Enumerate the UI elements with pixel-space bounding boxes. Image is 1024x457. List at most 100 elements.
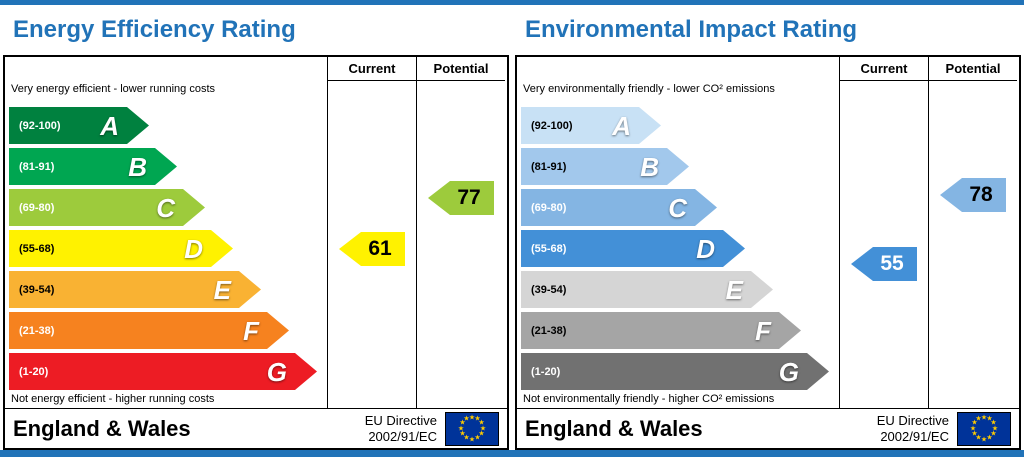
eu-directive-label: EU Directive 2002/91/EC [365, 413, 437, 444]
rating-grid: Very energy efficient - lower running co… [5, 57, 507, 408]
rating-bands: (92-100) A (81-91) B (69-80) C (55-68) D (39-54)… [521, 107, 829, 390]
current-rating-arrow: 55 [851, 247, 917, 281]
eu-star-icon: ★ [975, 434, 982, 442]
bottom-caption: Not energy efficient - higher running co… [11, 393, 215, 405]
potential-rating-arrow: 78 [940, 178, 1006, 212]
eu-star-icon: ★ [971, 419, 978, 427]
eu-directive-line2: 2002/91/EC [880, 428, 949, 444]
eu-star-icon: ★ [474, 434, 481, 442]
eu-star-icon: ★ [468, 436, 476, 443]
potential-column-header: Potential [417, 57, 505, 81]
band-letter: F [243, 315, 259, 346]
rating-band-g: (1-20) G [521, 353, 829, 390]
bands-area: Very energy efficient - lower running co… [5, 57, 327, 408]
eu-star-icon: ★ [990, 430, 997, 438]
current-rating-value: 55 [880, 252, 904, 275]
eu-star-icon: ★ [975, 415, 982, 423]
eu-directive-label: EU Directive 2002/91/EC [877, 413, 949, 444]
current-column-header: Current [328, 57, 416, 81]
band-range-label: (92-100) [531, 119, 573, 132]
band-letter: E [213, 274, 231, 305]
eu-star-icon: ★ [969, 425, 977, 432]
panel-title: Energy Efficiency Rating [13, 16, 296, 43]
eu-star-icon: ★ [478, 419, 485, 427]
potential-rating-value: 77 [457, 186, 481, 209]
rating-band-a: (92-100) A [9, 107, 149, 144]
bottom-caption: Not environmentally friendly - higher CO… [523, 393, 775, 405]
rating-band-b: (81-91) B [9, 148, 177, 185]
eu-star-icon: ★ [990, 419, 997, 427]
eu-flag-icon: ★ ★ ★ ★ ★ ★ ★ ★ ★ ★ ★ ★ [957, 411, 1011, 446]
eu-star-icon: ★ [463, 415, 470, 423]
band-range-label: (69-80) [19, 201, 55, 214]
rating-band-g: (1-20) G [9, 353, 317, 390]
band-letter: E [725, 274, 743, 305]
band-letter: B [640, 151, 659, 182]
rating-band-c: (69-80) C [521, 189, 717, 226]
top-caption: Very energy efficient - lower running co… [11, 83, 216, 95]
band-range-label: (21-38) [19, 324, 55, 337]
band-range-label: (1-20) [531, 365, 561, 378]
band-letter: F [755, 315, 771, 346]
eu-star-icon: ★ [986, 434, 993, 442]
region-label: England & Wales [525, 415, 703, 441]
eu-star-icon: ★ [980, 436, 988, 443]
current-rating-arrow: 61 [339, 232, 405, 266]
rating-band-f: (21-38) F [521, 312, 801, 349]
eu-star-icon: ★ [991, 425, 999, 432]
rating-table: Very environmentally friendly - lower CO… [515, 55, 1021, 450]
band-letter: G [266, 356, 287, 387]
band-range-label: (39-54) [19, 283, 55, 296]
band-letter: A [100, 110, 119, 141]
rating-table: Very energy efficient - lower running co… [3, 55, 509, 450]
rating-band-e: (39-54) E [521, 271, 773, 308]
top-caption: Very environmentally friendly - lower CO… [523, 83, 775, 95]
bands-area: Very environmentally friendly - lower CO… [517, 57, 839, 408]
band-range-label: (39-54) [531, 283, 567, 296]
band-letter: C [668, 192, 687, 223]
eu-directive-line1: EU Directive [364, 412, 437, 428]
potential-column-body: 77 [417, 81, 505, 408]
panel-footer: England & Wales EU Directive 2002/91/EC … [5, 408, 507, 448]
rating-band-a: (92-100) A [521, 107, 661, 144]
potential-column: Potential 78 [928, 57, 1017, 408]
eu-flag-icon: ★ ★ ★ ★ ★ ★ ★ ★ ★ ★ ★ ★ [445, 411, 499, 446]
current-column: Current 61 [327, 57, 416, 408]
current-rating-value: 61 [368, 237, 392, 260]
rating-band-f: (21-38) F [9, 312, 289, 349]
band-range-label: (81-91) [19, 160, 55, 173]
current-column-header: Current [840, 57, 928, 81]
current-column: Current 55 [839, 57, 928, 408]
rating-band-d: (55-68) D [521, 230, 745, 267]
band-range-label: (55-68) [19, 242, 55, 255]
eu-directive-line2: 2002/91/EC [368, 428, 437, 444]
eu-star-icon: ★ [468, 414, 476, 421]
band-range-label: (81-91) [531, 160, 567, 173]
rating-band-b: (81-91) B [521, 148, 689, 185]
band-range-label: (92-100) [19, 119, 61, 132]
band-letter: G [778, 356, 799, 387]
environmental-impact-panel: Environmental Impact Rating Very environ… [512, 5, 1024, 450]
rating-band-c: (69-80) C [9, 189, 205, 226]
current-column-body: 55 [840, 81, 928, 408]
rating-bands: (92-100) A (81-91) B (69-80) C (55-68) D (39-54)… [9, 107, 317, 390]
panel-footer: England & Wales EU Directive 2002/91/EC … [517, 408, 1019, 448]
eu-star-icon: ★ [463, 434, 470, 442]
band-letter: D [696, 233, 715, 264]
band-range-label: (55-68) [531, 242, 567, 255]
band-letter: C [156, 192, 175, 223]
eu-directive-line1: EU Directive [876, 412, 949, 428]
eu-star-icon: ★ [986, 415, 993, 423]
eu-star-icon: ★ [479, 425, 487, 432]
band-range-label: (21-38) [531, 324, 567, 337]
potential-column-header: Potential [929, 57, 1017, 81]
eu-star-icon: ★ [971, 430, 978, 438]
eu-star-icon: ★ [474, 415, 481, 423]
potential-column-body: 78 [929, 81, 1017, 408]
panel-title: Environmental Impact Rating [525, 16, 858, 43]
band-range-label: (1-20) [19, 365, 49, 378]
band-letter: A [612, 110, 631, 141]
potential-column: Potential 77 [416, 57, 505, 408]
energy-efficiency-panel: Energy Efficiency Rating Very energy eff… [0, 5, 512, 450]
